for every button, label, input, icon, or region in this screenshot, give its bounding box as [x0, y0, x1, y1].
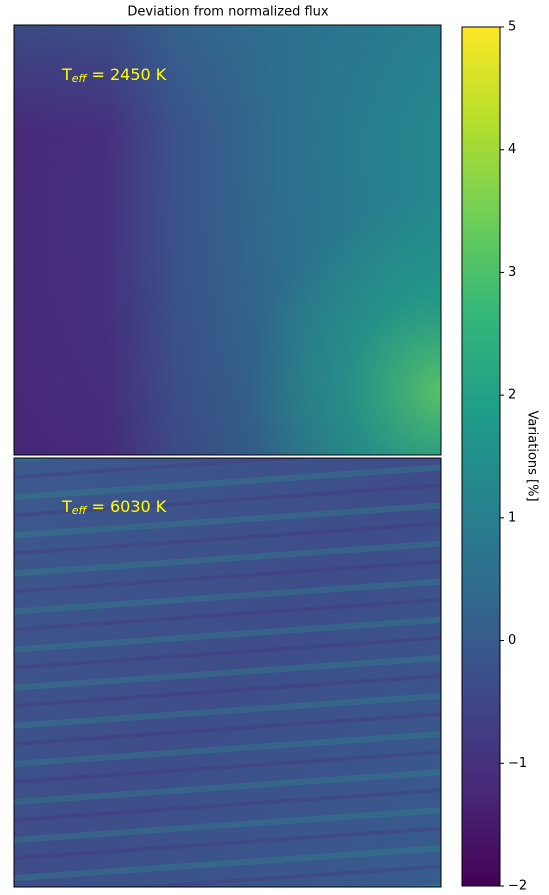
- panel-top: Teff = 2450 K: [13, 24, 442, 456]
- annotation-base: T: [61, 497, 72, 516]
- panel-bottom: Teff = 6030 K: [13, 457, 442, 888]
- heatmap-shade: [14, 25, 441, 455]
- annotation-text: = 6030 K: [92, 497, 167, 516]
- annotation: Teff = 6030 K: [61, 497, 167, 518]
- annotation-sub: eff: [72, 72, 88, 85]
- colorbar-label: Variations [%]: [525, 410, 540, 501]
- tick-label: −1: [508, 756, 527, 771]
- chart-title: Deviation from normalized flux: [127, 5, 328, 20]
- tick-label: 3: [508, 265, 516, 280]
- tick-label: 1: [508, 510, 516, 525]
- annotation-base: T: [61, 65, 72, 84]
- tick-label: 2: [508, 388, 516, 403]
- colorbar: [461, 26, 501, 887]
- annotation-sub: eff: [72, 504, 88, 517]
- tick-label: −2: [508, 879, 527, 894]
- annotation: Teff = 2450 K: [61, 65, 167, 86]
- tick-label: 4: [508, 142, 516, 157]
- panel-frame: [13, 24, 442, 456]
- heatmap-texture: [14, 458, 441, 887]
- annotation-text: = 2450 K: [92, 65, 167, 84]
- panel-frame: [13, 457, 442, 888]
- tick-label: 5: [508, 20, 516, 35]
- tick-label: 0: [508, 633, 516, 648]
